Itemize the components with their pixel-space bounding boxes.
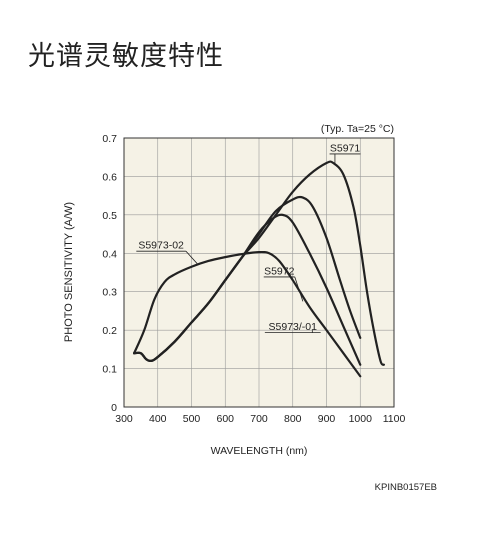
y-tick-label: 0.4 — [102, 248, 117, 260]
x-tick-label: 400 — [149, 413, 167, 425]
figure-code: KPINB0157EB — [375, 482, 437, 493]
series-line-s5973-01 — [133, 213, 362, 366]
series-annotation-label: S5972 — [264, 265, 295, 277]
annotation-leader-line — [185, 250, 199, 266]
y-tick-label: 0.1 — [102, 364, 117, 376]
series-annotation-label: S5971 — [330, 142, 361, 154]
series-annotation-label: S5973-02 — [138, 240, 184, 252]
x-tick-label: 600 — [216, 413, 234, 425]
y-tick-label: 0.5 — [102, 210, 117, 222]
plot-frame — [123, 137, 395, 408]
x-tick-label: 900 — [318, 413, 336, 425]
x-tick-label: 700 — [250, 413, 268, 425]
x-axis-label: WAVELENGTH (nm) — [211, 445, 308, 457]
annotation-leader-line — [294, 276, 304, 302]
x-tick-label: 300 — [115, 413, 133, 425]
condition-note: (Typ. Ta=25 °C) — [321, 123, 394, 135]
x-tick-label: 1000 — [349, 413, 373, 425]
y-tick-labels: 0 0.1 0.2 0.3 0.4 0.5 0.6 0.7 — [102, 133, 117, 414]
y-tick-label: 0.7 — [102, 133, 117, 145]
x-tick-labels: 300 400 500 600 700 800 900 1000 1100 — [115, 413, 405, 425]
y-tick-label: 0.2 — [102, 325, 117, 337]
y-tick-label: 0.6 — [102, 171, 117, 183]
series-lines — [133, 160, 385, 378]
y-tick-label: 0 — [111, 402, 117, 414]
y-axis-label: PHOTO SENSITIVITY (A/W) — [63, 202, 75, 342]
x-tick-label: 1100 — [383, 413, 406, 425]
x-tick-label: 500 — [183, 413, 201, 425]
x-tick-label: 800 — [284, 413, 302, 425]
series-annotations: S5971 S5973-02 S5972 S5973/-01 — [136, 142, 361, 333]
page-title: 光谱灵敏度特性 — [28, 41, 224, 72]
y-tick-label: 0.3 — [102, 287, 117, 299]
series-annotation-label: S5973/-01 — [269, 321, 318, 333]
series-line-s5973-02 — [133, 250, 362, 378]
